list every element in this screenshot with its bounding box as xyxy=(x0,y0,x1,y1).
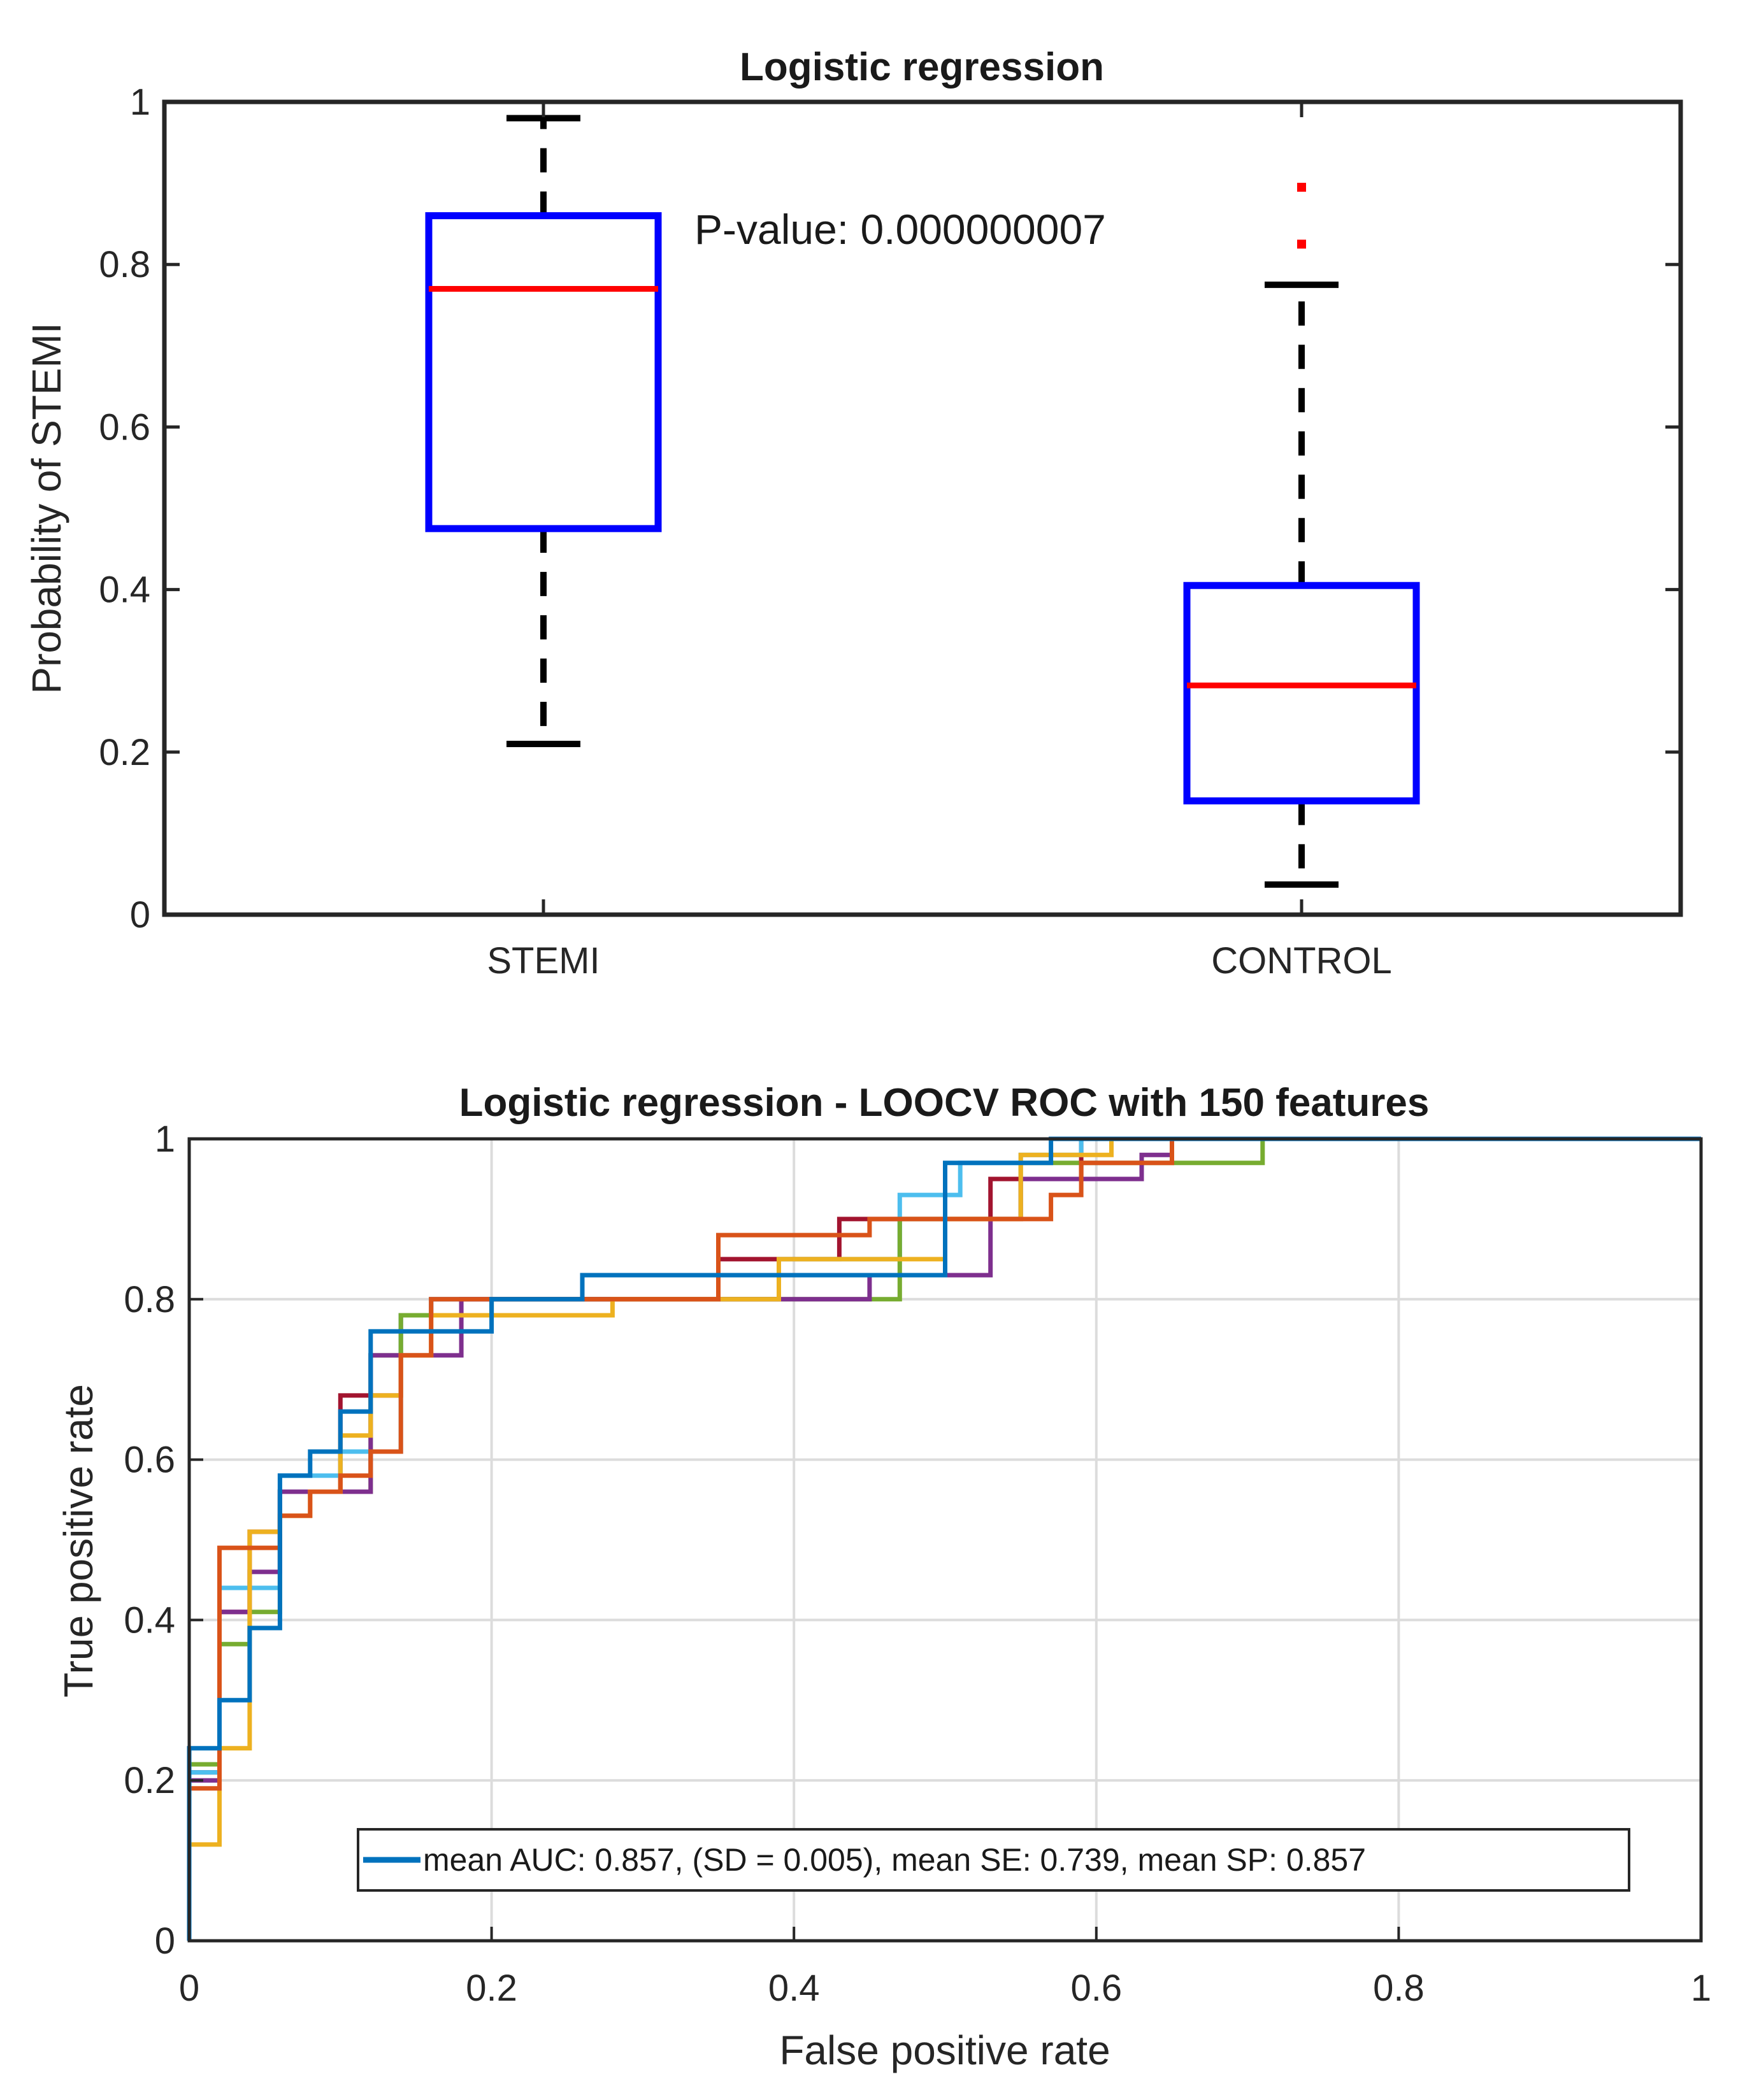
box-plot-title: Logistic regression xyxy=(740,45,1104,89)
roc-plot-ticks: 00 0.2 0.2 0.4 0.4 0.6 0.6 0.8 0.8 1 1 xyxy=(124,1118,1711,2009)
roc-x-tick-label: 0 xyxy=(179,1968,199,2009)
p-value-annotation: P-value: 0.000000007 xyxy=(694,206,1106,253)
box-group-stemi xyxy=(425,115,662,748)
box-y-tick-label: 0.8 xyxy=(99,244,150,285)
roc-x-tick-label: 1 xyxy=(1691,1968,1711,2009)
roc-y-tick-label: 0.6 xyxy=(124,1439,175,1481)
box-plot-axes-frame xyxy=(162,99,1683,917)
box-y-tick-label: 1 xyxy=(130,82,150,123)
roc-x-tick-label: 0.8 xyxy=(1373,1968,1425,2009)
roc-x-tick-label: 0.6 xyxy=(1070,1968,1122,2009)
box-outlier xyxy=(1297,239,1306,249)
box-y-tick-label: 0 xyxy=(130,894,150,936)
roc-y-tick-label: 0.2 xyxy=(124,1760,175,1801)
box-outlier xyxy=(1297,182,1306,192)
roc-x-tick-label: 0.4 xyxy=(768,1968,820,2009)
box-y-tick-label: 0.6 xyxy=(99,406,150,448)
box-y-tick-label: 0.2 xyxy=(99,732,150,773)
box-x-tick-label: CONTROL xyxy=(1211,940,1392,982)
roc-y-tick-label: 1 xyxy=(155,1118,175,1160)
box-x-tick-label: STEMI xyxy=(487,940,600,982)
box-iqr xyxy=(425,212,662,532)
roc-plot-axes-frame xyxy=(187,1137,1703,1943)
box-plot-ticks: STEMI CONTROL 0 0.2 0.4 0.6 0.8 1 xyxy=(99,82,1681,982)
roc-legend-box xyxy=(357,1828,1630,1892)
roc-plot-panel: Logistic regression - LOOCV ROC with 150… xyxy=(55,1081,1711,2073)
roc-plot-x-axis-label: False positive rate xyxy=(779,2027,1110,2073)
box-iqr xyxy=(1183,582,1420,804)
box-plot-panel: Logistic regression STEMI CONTROL 0 0.2 0.4 0… xyxy=(24,45,1683,982)
roc-y-tick-label: 0 xyxy=(155,1920,175,1962)
roc-legend: mean AUC: 0.857, (SD = 0.005), mean SE: … xyxy=(357,1828,1630,1892)
roc-plot-y-axis-label: True positive rate xyxy=(55,1384,101,1697)
roc-plot-title: Logistic regression - LOOCV ROC with 150… xyxy=(459,1081,1430,1125)
box-plot-marks xyxy=(425,115,1420,888)
roc-x-tick-label: 0.2 xyxy=(466,1968,517,2009)
box-plot-y-axis-label: Probability of STEMI xyxy=(24,322,69,694)
box-y-tick-label: 0.4 xyxy=(99,569,150,611)
box-group-control xyxy=(1183,182,1420,888)
roc-series-run-1 xyxy=(187,1136,1701,1941)
roc-legend-label: mean AUC: 0.857, (SD = 0.005), mean SE: … xyxy=(423,1842,1366,1878)
roc-plot-lines xyxy=(187,1136,1701,1941)
roc-y-tick-label: 0.8 xyxy=(124,1279,175,1320)
roc-y-tick-label: 0.4 xyxy=(124,1599,175,1641)
